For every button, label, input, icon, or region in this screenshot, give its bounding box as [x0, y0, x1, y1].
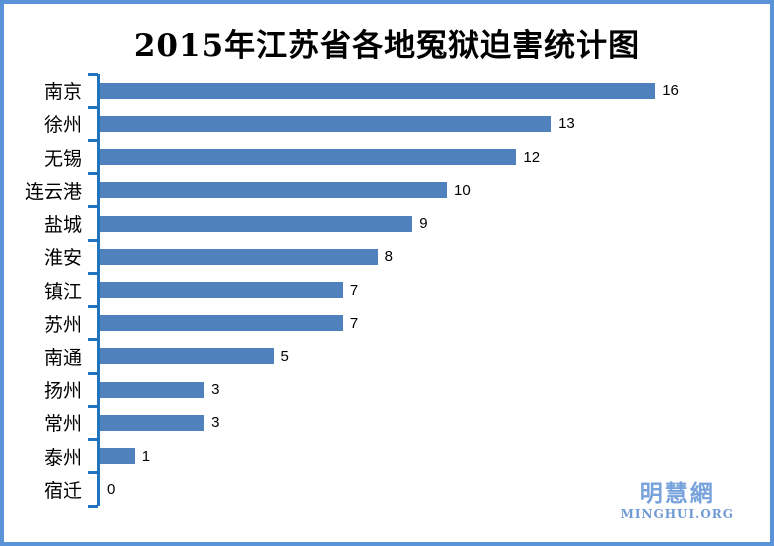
bar-zone: 3: [97, 406, 760, 440]
bar: [100, 182, 447, 199]
bar: [100, 282, 343, 299]
watermark-chinese-text: 明慧網: [639, 480, 715, 507]
chart-row: 南京 16: [4, 72, 760, 108]
value-label: 9: [419, 215, 428, 233]
bar-zone: 1: [97, 439, 760, 473]
bar-zone: 13: [97, 107, 760, 141]
bar-zone: 7: [97, 273, 760, 307]
bar-zone: 16: [97, 74, 760, 108]
value-label: 3: [211, 414, 220, 432]
value-label: 0: [107, 480, 116, 498]
value-label: 3: [211, 381, 220, 399]
category-label: 泰州: [43, 446, 82, 469]
bar: [100, 215, 413, 232]
value-label: 7: [349, 314, 359, 332]
category-label: 南通: [43, 346, 82, 369]
value-label: 8: [384, 248, 393, 266]
bar-zone: 8: [97, 240, 760, 274]
chart-row: 盐城 9: [4, 205, 760, 241]
bar-zone: 3: [97, 373, 760, 407]
value-label: 16: [662, 82, 679, 100]
bar-zone: 12: [97, 140, 760, 174]
chart-row: 扬州 3: [4, 371, 760, 407]
chart-row: 宿迁 0: [4, 471, 760, 508]
bar: [100, 82, 656, 99]
chart-row: 徐州 13: [4, 105, 760, 141]
bar: [100, 115, 552, 132]
minghui-watermark: 明慧網 MINGHUI.ORG: [621, 482, 734, 520]
chart-row: 无锡 12: [4, 138, 760, 174]
bar: [100, 381, 205, 398]
category-label: 盐城: [43, 214, 82, 237]
bar-zone: 5: [97, 339, 760, 374]
category-label: 徐州: [43, 114, 82, 137]
category-label: 扬州: [43, 380, 82, 403]
value-label: 5: [280, 347, 289, 365]
bar: [100, 248, 378, 265]
bar-zone: 0: [97, 472, 760, 507]
chart-row: 泰州 1: [4, 438, 760, 473]
bar: [100, 448, 135, 465]
bar: [100, 315, 343, 332]
bar-zone: 10: [97, 173, 760, 207]
bar: [100, 414, 205, 431]
bar-zone: 9: [97, 206, 760, 241]
chart-row: 淮安 8: [4, 238, 760, 274]
value-label: 1: [141, 447, 151, 465]
chart-row: 连云港 10: [4, 172, 760, 207]
category-label: 常州: [43, 413, 82, 436]
category-label: 苏州: [43, 313, 82, 336]
category-label: 淮安: [43, 247, 82, 270]
watermark-english-text: MINGHUI.ORG: [620, 507, 734, 521]
bar: [100, 149, 517, 166]
category-label: 镇江: [43, 280, 82, 303]
chart-row: 镇江 7: [4, 271, 760, 307]
category-label: 宿迁: [43, 479, 82, 502]
chart-row: 南通 5: [4, 338, 760, 374]
value-label: 7: [349, 281, 359, 299]
value-label: 12: [523, 148, 541, 166]
category-label: 无锡: [43, 147, 82, 170]
category-label: 南京: [43, 81, 82, 104]
bar-zone: 7: [97, 306, 760, 340]
chart-row: 苏州 7: [4, 305, 760, 340]
bar: [100, 348, 274, 365]
chart-row: 常州 3: [4, 404, 760, 440]
category-label: 连云港: [24, 180, 82, 203]
value-label: 13: [558, 115, 575, 133]
value-label: 10: [454, 181, 471, 199]
chart-title: 2015年江苏省各地冤狱迫害统计图: [133, 28, 641, 64]
plot-area: 南京 16 徐州 13 无锡 12 连云港 10 盐城 9: [4, 72, 760, 508]
